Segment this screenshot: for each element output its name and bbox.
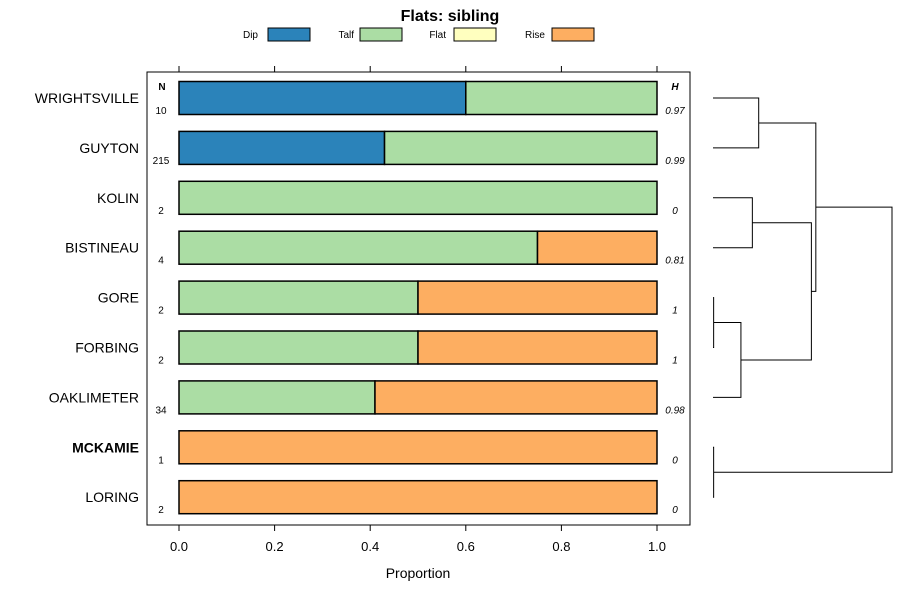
bar-segment-wrightsville-talf (465, 80, 658, 116)
bar-segment-gore-talf (178, 280, 419, 315)
category-label-kolin: KOLIN (97, 190, 139, 206)
bar-segment-bistineau-talf (178, 230, 539, 265)
h-value-loring: 0 (672, 505, 678, 516)
dendro-kolin-to-oaklimeter (740, 222, 812, 361)
dendrogram (713, 97, 893, 498)
n-value-wrightsville: 10 (155, 106, 167, 117)
dendro-upper-cluster (758, 122, 817, 292)
x-tick-label-0: 0.0 (170, 539, 188, 554)
dendro-mckamie-loring (713, 446, 715, 498)
bar-segment-bistineau-rise (536, 230, 658, 265)
x-axis: 0.0 0.2 0.4 0.6 0.8 1.0 (170, 66, 666, 554)
category-label-bistineau: BISTINEAU (65, 240, 139, 256)
bar-segment-forbing-talf (178, 330, 419, 365)
legend-label-rise: Rise (525, 30, 545, 41)
legend-swatch-dip (267, 27, 311, 42)
h-value-bistineau: 0.81 (665, 256, 684, 267)
bar-segment-guyton-talf (383, 130, 658, 166)
legend-swatch-talf (359, 27, 403, 42)
category-label-gore: GORE (98, 290, 139, 306)
n-value-oaklimeter: 34 (155, 405, 167, 416)
bar-segment-loring-rise (178, 479, 658, 515)
dendro-kolin-bistineau (713, 197, 753, 249)
bar-segment-guyton-dip (178, 130, 386, 166)
category-label-oaklimeter: OAKLIMETER (49, 389, 139, 405)
n-value-loring: 2 (158, 505, 164, 516)
legend-label-talf: Talf (338, 30, 354, 41)
category-label-wrightsville: WRIGHTSVILLE (35, 90, 139, 106)
category-label-mckamie: MCKAMIE (72, 439, 139, 455)
n-column-header: N (158, 82, 165, 93)
bar-segment-oaklimeter-rise (374, 380, 658, 415)
legend-label-dip: Dip (243, 30, 258, 41)
chart-title: Flats: sibling (401, 8, 500, 25)
n-value-guyton: 215 (153, 156, 170, 167)
legend: Dip Talf Flat Rise (243, 27, 595, 42)
h-value-kolin: 0 (672, 206, 678, 217)
dendro-gore-forbing-oaklimeter (713, 322, 742, 398)
dendro-wrightsville-guyton (713, 97, 760, 149)
dendro-gore-forbing (713, 297, 715, 348)
bar-segment-oaklimeter-talf (178, 380, 376, 415)
bars-layer (178, 80, 658, 515)
h-value-wrightsville: 0.97 (665, 106, 685, 117)
x-tick-label-5: 1.0 (648, 539, 666, 554)
legend-swatch-flat (453, 27, 497, 42)
n-value-kolin: 2 (158, 206, 164, 217)
bar-segment-forbing-rise (417, 330, 658, 365)
legend-label-flat: Flat (429, 30, 446, 41)
x-axis-label: Proportion (386, 565, 451, 581)
category-label-forbing: FORBING (75, 340, 139, 356)
x-tick-label-2: 0.4 (361, 539, 379, 554)
legend-swatch-rise (551, 27, 595, 42)
n-value-bistineau: 4 (158, 256, 164, 267)
bar-segment-mckamie-rise (178, 430, 658, 465)
h-value-guyton: 0.99 (665, 156, 685, 167)
dendro-root (713, 206, 893, 473)
category-label-guyton: GUYTON (79, 140, 139, 156)
n-value-forbing: 2 (158, 356, 164, 367)
x-tick-label-1: 0.2 (266, 539, 284, 554)
n-value-gore: 2 (158, 306, 164, 317)
x-tick-label-4: 0.8 (552, 539, 570, 554)
bar-segment-kolin-talf (178, 180, 658, 216)
plot-frame (146, 71, 691, 526)
category-label-loring: LORING (85, 489, 139, 505)
h-value-oaklimeter: 0.98 (665, 405, 685, 416)
h-column-header: H (671, 82, 679, 93)
bar-segment-gore-rise (417, 280, 658, 315)
x-tick-label-3: 0.6 (457, 539, 475, 554)
h-value-gore: 1 (672, 306, 678, 317)
h-value-forbing: 1 (672, 356, 678, 367)
n-value-mckamie: 1 (158, 455, 164, 466)
bar-segment-wrightsville-dip (178, 80, 467, 116)
h-value-mckamie: 0 (672, 455, 678, 466)
